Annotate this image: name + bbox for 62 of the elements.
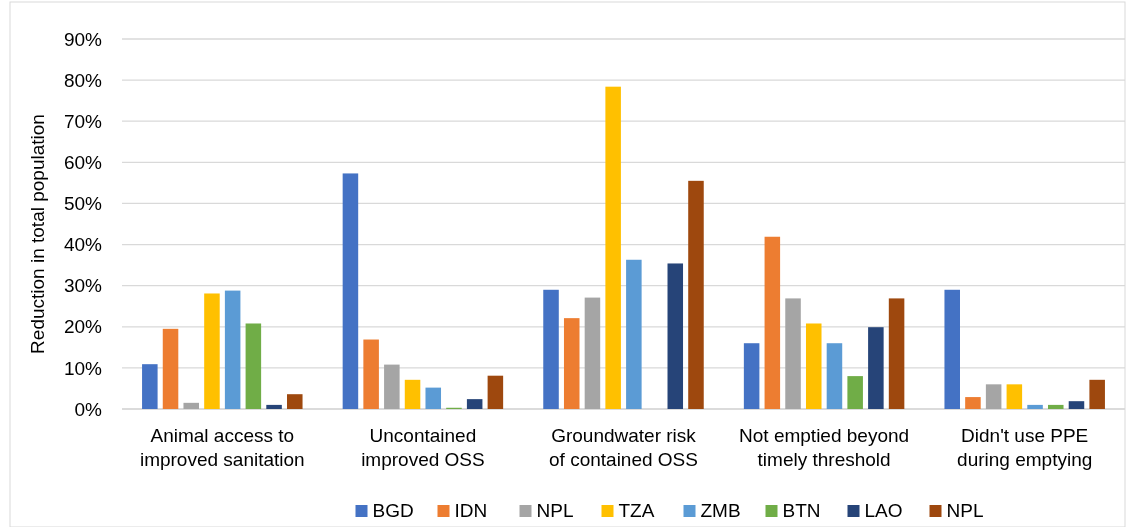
bar bbox=[1006, 384, 1023, 409]
bar bbox=[487, 375, 504, 409]
legend-label: NPL bbox=[946, 500, 984, 521]
bar bbox=[847, 376, 863, 409]
bar bbox=[805, 323, 822, 409]
y-tick-label: 80% bbox=[63, 69, 103, 91]
bar bbox=[826, 343, 843, 409]
legend-label: BTN bbox=[782, 500, 821, 521]
bar bbox=[224, 290, 241, 409]
y-tick-label: 0% bbox=[74, 398, 103, 420]
legend-label: BGD bbox=[372, 500, 414, 521]
bar bbox=[142, 364, 158, 409]
legend-label: LAO bbox=[864, 500, 903, 521]
x-tick-label: Not emptied beyond timely threshold bbox=[739, 425, 910, 470]
y-tick-label: 10% bbox=[63, 357, 103, 379]
bar bbox=[785, 298, 801, 409]
bar bbox=[743, 343, 760, 409]
bar bbox=[1068, 401, 1085, 409]
bar bbox=[287, 394, 303, 409]
x-tick-label: Didn't use PPE during emptying bbox=[957, 425, 1093, 470]
bar bbox=[543, 289, 559, 409]
bar bbox=[342, 173, 359, 409]
bar bbox=[204, 293, 220, 409]
bar bbox=[162, 328, 179, 409]
bar bbox=[868, 327, 884, 409]
bar bbox=[985, 384, 1002, 409]
bar bbox=[404, 379, 421, 409]
bar bbox=[1048, 404, 1064, 409]
x-tick-label: Groundwater risk of contained OSS bbox=[549, 425, 698, 470]
legend-label: ZMB bbox=[700, 500, 741, 521]
bar bbox=[888, 298, 905, 409]
bar bbox=[667, 263, 684, 409]
bar bbox=[605, 86, 621, 409]
bar bbox=[425, 387, 442, 409]
bar bbox=[266, 404, 282, 409]
legend-label: NPL bbox=[536, 500, 574, 521]
y-tick-label: 60% bbox=[63, 151, 103, 173]
bar bbox=[688, 180, 704, 409]
bar bbox=[584, 297, 601, 409]
y-tick-label: 90% bbox=[63, 28, 103, 50]
bar bbox=[965, 397, 981, 409]
y-axis-title: Reduction in total population bbox=[27, 114, 48, 354]
bar bbox=[944, 289, 960, 409]
x-tick-label: Animal access to improved sanitation bbox=[139, 425, 305, 470]
bar bbox=[1027, 404, 1043, 409]
y-tick-label: 50% bbox=[63, 193, 103, 215]
bar bbox=[466, 399, 483, 409]
bar bbox=[384, 364, 400, 409]
bar bbox=[363, 339, 379, 409]
x-tick-label: Uncontained improved OSS bbox=[361, 425, 485, 470]
y-tick-label: 70% bbox=[63, 110, 103, 132]
bar bbox=[626, 259, 642, 409]
y-tick-label: 30% bbox=[63, 275, 103, 297]
bar bbox=[1089, 379, 1105, 409]
bar bbox=[245, 323, 262, 409]
bar bbox=[183, 402, 199, 409]
bar bbox=[563, 318, 580, 409]
legend-label: IDN bbox=[454, 500, 488, 521]
legend-label: TZA bbox=[618, 500, 655, 521]
y-tick-label: 40% bbox=[63, 234, 103, 256]
y-tick-label: 20% bbox=[63, 316, 103, 338]
bar bbox=[764, 236, 781, 409]
